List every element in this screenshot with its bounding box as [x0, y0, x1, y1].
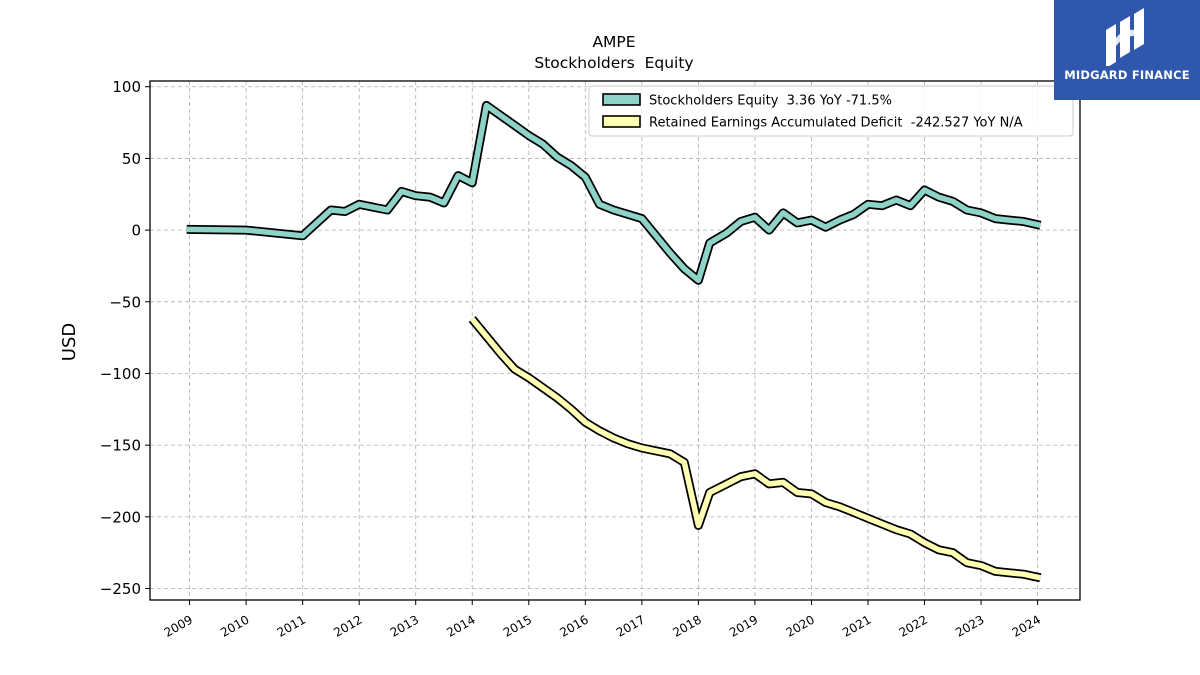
x-tick-label: 2016	[557, 612, 590, 639]
series-line-equity	[186, 100, 1042, 285]
series-group	[186, 100, 1042, 583]
x-tick-label: 2024	[1010, 612, 1043, 639]
midgard-logo-icon	[1106, 8, 1144, 66]
legend-swatch-equity	[602, 93, 641, 106]
y-tick-label: 50	[122, 150, 141, 168]
plot-frame	[149, 80, 1081, 601]
legend-label-equity: Stockholders Equity 3.36 YoY -71.5%	[649, 94, 892, 109]
series-line-deficit	[468, 316, 1042, 583]
x-tick-label: 2012	[331, 612, 364, 639]
y-tick-label: −100	[100, 365, 141, 383]
x-tick-label: 2021	[840, 612, 873, 639]
x-tick-label: 2014	[444, 612, 477, 639]
y-tick-label: −250	[100, 580, 141, 598]
legend-swatch-deficit	[602, 115, 641, 128]
x-tick-label: 2020	[784, 612, 817, 639]
legend-label-deficit: Retained Earnings Accumulated Deficit -2…	[649, 116, 1023, 131]
x-tick-label: 2019	[727, 612, 760, 639]
series-line-deficit-outline	[468, 316, 1042, 583]
midgard-finance-logo: MIDGARD FINANCE	[1054, 0, 1200, 100]
x-tick-label: 2018	[670, 612, 703, 639]
y-axis-label: USD	[59, 323, 80, 361]
y-tick-label: −50	[109, 293, 141, 311]
chart-title: AMPE	[592, 33, 635, 51]
x-tick-label: 2011	[275, 612, 308, 639]
x-tick-label: 2009	[162, 612, 195, 639]
chart-subtitle: Stockholders Equity	[534, 54, 693, 72]
x-tick-label: 2015	[501, 612, 534, 639]
grid	[150, 81, 1080, 600]
x-tick-label: 2013	[388, 612, 421, 639]
x-tick-label: 2023	[953, 612, 986, 639]
y-tick-label: −200	[100, 508, 141, 526]
legend-box	[588, 85, 1074, 137]
y-tick-label: 0	[131, 222, 141, 240]
x-tick-label: 2022	[897, 612, 930, 639]
y-tick-label: −150	[100, 437, 141, 455]
legend: Stockholders Equity 3.36 YoY -71.5% Reta…	[588, 85, 1074, 137]
y-tick-label: 100	[112, 78, 141, 96]
x-tick-label: 2017	[614, 612, 647, 639]
series-line-equity-fill	[186, 102, 1042, 284]
series-line-deficit-fill	[470, 317, 1041, 581]
logo-text: MIDGARD FINANCE	[1064, 68, 1190, 82]
x-tick-label: 2010	[218, 612, 251, 639]
